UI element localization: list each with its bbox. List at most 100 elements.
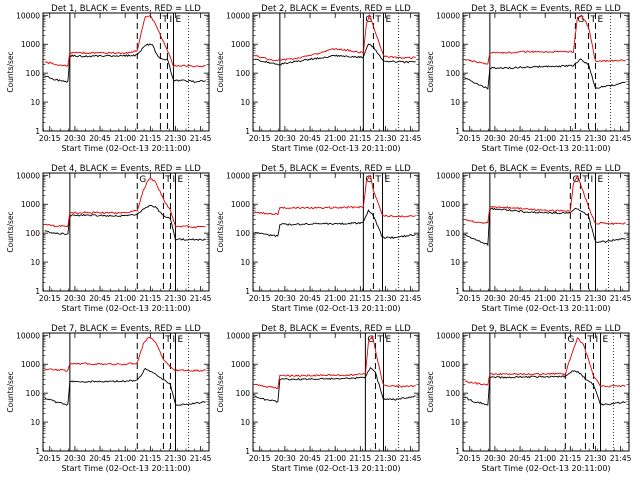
events-series-line	[254, 209, 416, 240]
y-tick-label: 10000	[226, 171, 250, 180]
plot-frame	[462, 172, 630, 292]
y-axis-label: Counts/sec	[6, 51, 15, 92]
x-tick-label: 21:45	[400, 454, 422, 463]
region-label: T	[581, 175, 588, 185]
y-tick-label: 100	[446, 389, 461, 398]
x-tick-label: 21:30	[165, 294, 187, 303]
x-tick-label: 20:15	[39, 134, 61, 143]
region-label: E	[385, 335, 391, 345]
events-series-line	[464, 58, 626, 90]
y-tick-label: 1	[35, 127, 40, 136]
x-tick-label: 21:45	[610, 134, 632, 143]
x-tick-label: 20:45	[509, 454, 531, 463]
plot-frame	[252, 12, 420, 132]
region-label: T	[161, 15, 168, 25]
lld-series-line	[44, 15, 206, 68]
y-tick-label: 1000	[21, 360, 40, 369]
region-label: I	[169, 15, 172, 25]
plot-frame	[42, 172, 210, 292]
region-label: I	[590, 175, 593, 185]
y-tick-label: 1	[35, 447, 40, 456]
region-label: I	[172, 175, 175, 185]
region-label: G	[572, 175, 579, 185]
x-tick-label: 21:15	[140, 454, 162, 463]
x-tick-label: 20:45	[299, 294, 321, 303]
y-axis-label: Counts/sec	[426, 211, 435, 252]
plot-frame	[42, 12, 210, 132]
y-axis-label: Counts/sec	[6, 371, 15, 412]
lld-series-line	[464, 14, 626, 65]
panel-title: Det 2, BLACK = Events, RED = LLD	[261, 4, 411, 14]
region-label: T	[374, 15, 381, 25]
x-axis-label: Start Time (02-Oct-13 20:11:00)	[271, 144, 400, 153]
panel-det-7: Det 7, BLACK = Events, RED = LLD 1 10 100 10…	[6, 324, 212, 473]
x-tick-label: 21:30	[165, 454, 187, 463]
region-label: I	[172, 335, 175, 345]
lld-series-line	[254, 13, 416, 62]
y-tick-label: 1	[245, 447, 250, 456]
region-label: G	[365, 15, 372, 25]
panel-det-8: Det 8, BLACK = Events, RED = LLD 1 10 100 10…	[216, 324, 422, 473]
lld-series-line	[44, 336, 206, 373]
plot-frame	[42, 332, 210, 452]
x-tick-label: 21:00	[324, 454, 346, 463]
y-tick-label: 100	[26, 69, 41, 78]
lld-series-line	[464, 174, 626, 226]
y-axis-label: Counts/sec	[426, 371, 435, 412]
x-tick-label: 20:45	[509, 134, 531, 143]
y-tick-label: 10	[240, 98, 250, 107]
events-series-line	[464, 370, 626, 406]
panel-det-3: Det 3, BLACK = Events, RED = LLD 1 10 100 10…	[426, 4, 632, 153]
x-tick-label: 20:30	[484, 454, 506, 463]
x-tick-label: 20:30	[64, 294, 86, 303]
x-axis-label: Start Time (02-Oct-13 20:11:00)	[61, 464, 190, 473]
y-tick-label: 10	[240, 418, 250, 427]
y-tick-label: 10000	[16, 11, 40, 20]
x-tick-label: 21:30	[585, 294, 607, 303]
x-tick-label: 21:30	[375, 294, 397, 303]
x-tick-label: 21:30	[375, 134, 397, 143]
y-tick-label: 100	[236, 229, 251, 238]
y-axis-label: Counts/sec	[216, 211, 225, 252]
x-tick-label: 21:45	[190, 454, 212, 463]
x-tick-label: 21:15	[350, 454, 372, 463]
y-axis-label: Counts/sec	[6, 211, 15, 252]
region-label: E	[177, 175, 183, 185]
plot-frame	[462, 332, 630, 452]
x-axis-label: Start Time (02-Oct-13 20:11:00)	[271, 304, 400, 313]
region-label: T	[164, 335, 171, 345]
panel-title: Det 6, BLACK = Events, RED = LLD	[471, 164, 621, 174]
x-axis-label: Start Time (02-Oct-13 20:11:00)	[481, 144, 610, 153]
y-tick-label: 1000	[21, 200, 40, 209]
y-tick-label: 1000	[231, 360, 250, 369]
x-tick-label: 20:15	[39, 454, 61, 463]
x-tick-label: 21:30	[585, 454, 607, 463]
lld-series-line	[464, 337, 626, 388]
region-label: G	[567, 335, 574, 345]
y-tick-label: 10	[450, 98, 460, 107]
y-tick-label: 10	[30, 98, 40, 107]
x-tick-label: 21:45	[190, 294, 212, 303]
y-tick-label: 1000	[21, 40, 40, 49]
y-tick-label: 1	[455, 127, 460, 136]
events-series-line	[254, 366, 416, 403]
x-tick-label: 21:45	[190, 134, 212, 143]
panel-det-6: Det 6, BLACK = Events, RED = LLD 1 10 100 10…	[426, 164, 632, 313]
x-tick-label: 21:15	[140, 134, 162, 143]
x-tick-label: 21:00	[324, 134, 346, 143]
panel-title: Det 9, BLACK = Events, RED = LLD	[471, 324, 621, 334]
region-label: G	[367, 335, 374, 345]
x-axis-label: Start Time (02-Oct-13 20:11:00)	[481, 464, 610, 473]
x-axis-label: Start Time (02-Oct-13 20:11:00)	[61, 304, 190, 313]
y-tick-label: 10000	[16, 171, 40, 180]
x-tick-label: 21:45	[400, 294, 422, 303]
x-tick-label: 20:45	[509, 294, 531, 303]
events-series-line	[44, 204, 206, 241]
y-tick-label: 1000	[441, 40, 460, 49]
y-tick-label: 10000	[16, 331, 40, 340]
y-tick-label: 10000	[436, 11, 460, 20]
x-tick-label: 21:00	[114, 294, 136, 303]
x-tick-label: 20:30	[64, 134, 86, 143]
x-tick-label: 21:15	[560, 294, 582, 303]
y-tick-label: 1	[245, 287, 250, 296]
